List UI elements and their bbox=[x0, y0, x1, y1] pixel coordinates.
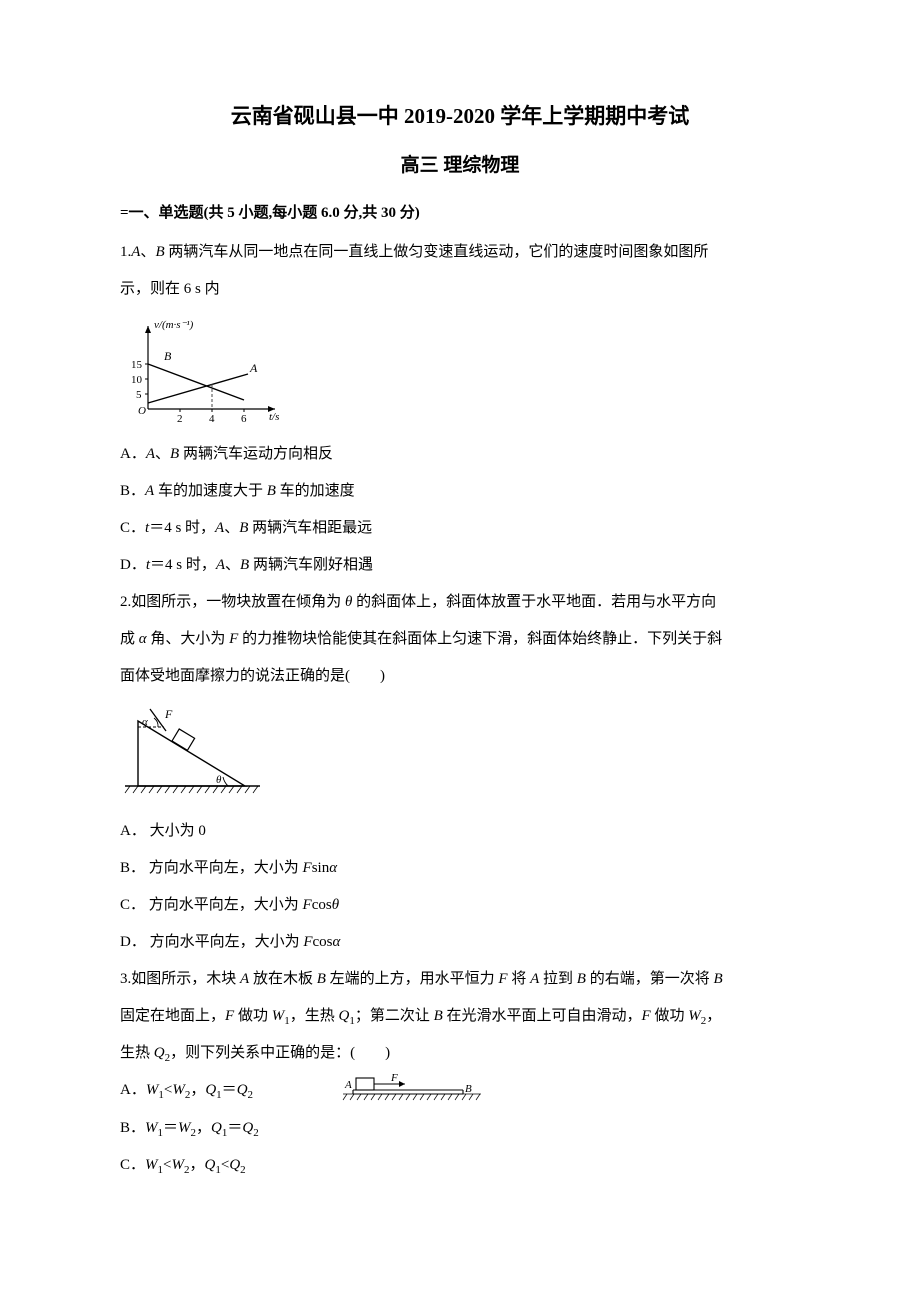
q3-f-label: F bbox=[390, 1074, 398, 1084]
page-subtitle: 高三 理综物理 bbox=[120, 150, 800, 177]
q2-stem-line1: 2.如图所示，一物块放置在倾角为 θ 的斜面体上，斜面体放置于水平地面．若用与水… bbox=[120, 586, 800, 619]
q3-b-label: B bbox=[465, 1083, 472, 1095]
q1-stem-line2: 示，则在 6 s 内 bbox=[120, 273, 800, 306]
q1-opt-a: A．A、B 两辆汽车运动方向相反 bbox=[120, 438, 800, 471]
line-a bbox=[148, 374, 248, 403]
q3-stem-line2: 固定在地面上，F 做功 W1，生热 Q1；第二次让 B 在光滑水平面上可自由滑动… bbox=[120, 1000, 800, 1033]
q2-stem-line3: 面体受地面摩擦力的说法正确的是( ) bbox=[120, 660, 800, 693]
q3-opt-a: A．W1<W2，Q1＝Q2 bbox=[120, 1074, 253, 1107]
q3-stem-line1: 3.如图所示，木块 A 放在木板 B 左端的上方，用水平恒力 F 将 A 拉到 … bbox=[120, 963, 800, 996]
theta-label: θ bbox=[216, 774, 222, 786]
ytick-15: 15 bbox=[131, 359, 143, 371]
alpha-label: α bbox=[142, 716, 148, 728]
q2-opt-c: C． 方向水平向左，大小为 Fcosθ bbox=[120, 889, 800, 922]
q1-opt-d: D．t＝4 s 时，A、B 两辆汽车刚好相遇 bbox=[120, 549, 800, 582]
q3-stem-line3: 生热 Q2，则下列关系中正确的是：( ) bbox=[120, 1037, 800, 1070]
f-label: F bbox=[164, 707, 173, 721]
q3-a-label: A bbox=[344, 1079, 352, 1091]
q1-opt-b: B．A 车的加速度大于 B 车的加速度 bbox=[120, 475, 800, 508]
xtick-6: 6 bbox=[241, 413, 247, 424]
q1-stem-line1: 1.A、B 两辆汽车从同一地点在同一直线上做匀变速直线运动，它们的速度时间图象如… bbox=[120, 236, 800, 269]
q1-opt-c: C．t＝4 s 时，A、B 两辆汽车相距最远 bbox=[120, 512, 800, 545]
q2-diagram: α F θ bbox=[120, 701, 800, 801]
ytick-5: 5 bbox=[136, 389, 142, 401]
q2-opt-d: D． 方向水平向左，大小为 Fcosα bbox=[120, 926, 800, 959]
chart-origin: O bbox=[138, 405, 146, 417]
q2-stem-line2: 成 α 角、大小为 F 的力推物块恰能使其在斜面体上匀速下滑，斜面体始终静止．下… bbox=[120, 623, 800, 656]
label-a: A bbox=[249, 361, 258, 375]
chart-xlabel: t/s bbox=[269, 411, 279, 423]
line-b bbox=[148, 364, 244, 400]
q2-opt-a: A． 大小为 0 bbox=[120, 815, 800, 848]
q3-diagram: A F B bbox=[333, 1074, 503, 1106]
ytick-10: 10 bbox=[131, 374, 143, 386]
q1-chart: v/(m·s⁻¹) t/s O 5 10 15 2 4 6 B A bbox=[120, 314, 800, 424]
xtick-2: 2 bbox=[177, 413, 183, 424]
section-header-1: =一、单选题(共 5 小题,每小题 6.0 分,共 30 分) bbox=[120, 201, 800, 222]
chart-ylabel: v/(m·s⁻¹) bbox=[154, 319, 194, 331]
q3-opt-c: C．W1<W2，Q1<Q2 bbox=[120, 1149, 800, 1182]
q3-opt-b: B．W1＝W2，Q1＝Q2 bbox=[120, 1112, 800, 1145]
label-b: B bbox=[164, 349, 172, 363]
xtick-4: 4 bbox=[209, 413, 215, 424]
page-title: 云南省砚山县一中 2019-2020 学年上学期期中考试 bbox=[120, 100, 800, 130]
q2-opt-b: B． 方向水平向左，大小为 Fsinα bbox=[120, 852, 800, 885]
